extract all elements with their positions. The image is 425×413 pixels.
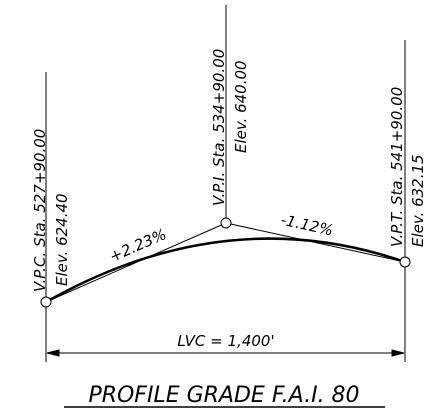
vpi-elevation: Elev. 640.00 [232, 60, 250, 153]
vpi-station: V.P.I. Sta. 534+90.00 [210, 49, 228, 206]
vpc-elevation: Elev. 624.40 [53, 193, 71, 286]
vpc-point [40, 296, 52, 308]
vpt-station: V.P.T. Sta. 541+90.00 [388, 87, 406, 247]
vpi-point [220, 217, 232, 229]
lvc-label: LVC = 1,400' [177, 332, 274, 350]
vpt-point [399, 256, 411, 268]
vertical-curve [45, 237, 406, 304]
title: PROFILE GRADE F.A.I. 80 [88, 383, 359, 408]
arrow-right [391, 349, 405, 357]
vpt-elevation: Elev. 632.15 [409, 154, 425, 247]
arrow-left [46, 349, 60, 357]
grade-out: -1.12% [279, 211, 335, 240]
vpc-station: V.P.C. Sta. 527+90.00 [31, 129, 49, 292]
